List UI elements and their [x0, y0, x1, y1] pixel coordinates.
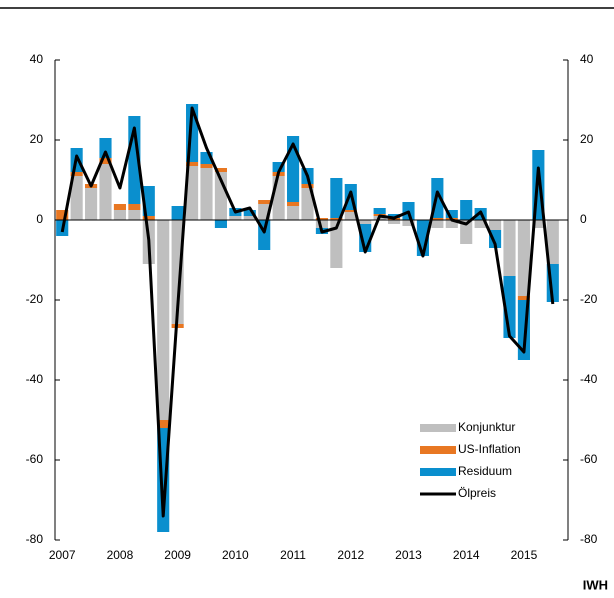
bar — [301, 184, 314, 188]
bar — [517, 296, 530, 300]
x-tick-label: 2013 — [395, 548, 422, 562]
bar — [186, 166, 199, 220]
x-tick-label: 2011 — [280, 548, 306, 562]
bar — [344, 210, 357, 212]
x-tick-label: 2007 — [49, 548, 76, 562]
bar — [56, 210, 69, 220]
x-tick-label: 2014 — [453, 548, 480, 562]
bar — [85, 188, 98, 220]
bar — [431, 220, 444, 228]
bar — [517, 220, 530, 296]
bar — [99, 138, 112, 158]
legend-label: Konjunktur — [458, 420, 515, 434]
bar — [186, 162, 199, 166]
bar — [99, 158, 112, 164]
bar — [287, 206, 300, 220]
line-series — [60, 106, 555, 518]
y2-tick-label: -80 — [580, 532, 598, 546]
x-tick-label: 2012 — [337, 548, 364, 562]
legend-label: Ölpreis — [458, 486, 496, 500]
bar — [445, 220, 458, 228]
bar — [272, 162, 285, 172]
bar — [200, 164, 213, 168]
bar — [431, 218, 444, 220]
bar — [272, 176, 285, 220]
bar — [388, 220, 401, 224]
y-tick-label: -80 — [26, 532, 44, 546]
legend-swatch — [420, 468, 456, 476]
bar — [171, 206, 184, 220]
y-tick-label: -60 — [26, 452, 44, 466]
bar — [460, 220, 473, 244]
bar — [128, 210, 141, 220]
x-tick-label: 2009 — [164, 548, 191, 562]
bar — [373, 208, 386, 214]
y-tick-label: 0 — [36, 212, 43, 226]
legend-label: US-Inflation — [458, 442, 521, 456]
y-tick-label: 40 — [30, 52, 44, 66]
bar — [315, 220, 328, 228]
bar — [70, 172, 83, 176]
bar — [113, 210, 126, 220]
bar — [301, 188, 314, 220]
y-tick-label: -40 — [26, 372, 44, 386]
y2-tick-label: 40 — [580, 52, 594, 66]
y2-tick-label: -60 — [580, 452, 598, 466]
x-tick-label: 2010 — [222, 548, 249, 562]
y2-tick-label: -20 — [580, 292, 598, 306]
bar — [214, 168, 227, 172]
bar — [359, 220, 372, 224]
bar — [243, 210, 256, 216]
bar — [229, 216, 242, 220]
bar — [402, 220, 415, 226]
bar — [330, 220, 343, 268]
bar — [214, 220, 227, 228]
y2-tick-label: 20 — [580, 132, 594, 146]
bar — [489, 220, 502, 230]
bar — [546, 220, 559, 264]
bar — [344, 212, 357, 220]
bar — [460, 200, 473, 220]
bar — [315, 218, 328, 220]
bar — [99, 164, 112, 220]
bar — [128, 204, 141, 210]
bar — [330, 218, 343, 220]
legend-label: Residuum — [458, 464, 512, 478]
bar — [330, 178, 343, 218]
x-tick-label: 2008 — [107, 548, 134, 562]
bar — [532, 220, 545, 228]
bar — [445, 210, 458, 218]
bar — [157, 220, 170, 420]
bar — [142, 216, 155, 220]
bar — [503, 220, 516, 276]
x-tick-label: 2015 — [511, 548, 538, 562]
source: IWH — [583, 577, 608, 592]
bar — [388, 214, 401, 218]
y-tick-label: 20 — [30, 132, 44, 146]
bar — [70, 176, 83, 220]
bar — [474, 220, 487, 228]
y-tick-label: -20 — [26, 292, 44, 306]
bar — [258, 200, 271, 204]
y2-tick-label: 0 — [580, 212, 587, 226]
legend-swatch — [420, 446, 456, 454]
bar — [243, 216, 256, 220]
bar — [287, 202, 300, 206]
bar — [200, 168, 213, 220]
legend-swatch — [420, 424, 456, 432]
bar — [157, 420, 170, 428]
y2-tick-label: -40 — [580, 372, 598, 386]
bar — [113, 204, 126, 210]
